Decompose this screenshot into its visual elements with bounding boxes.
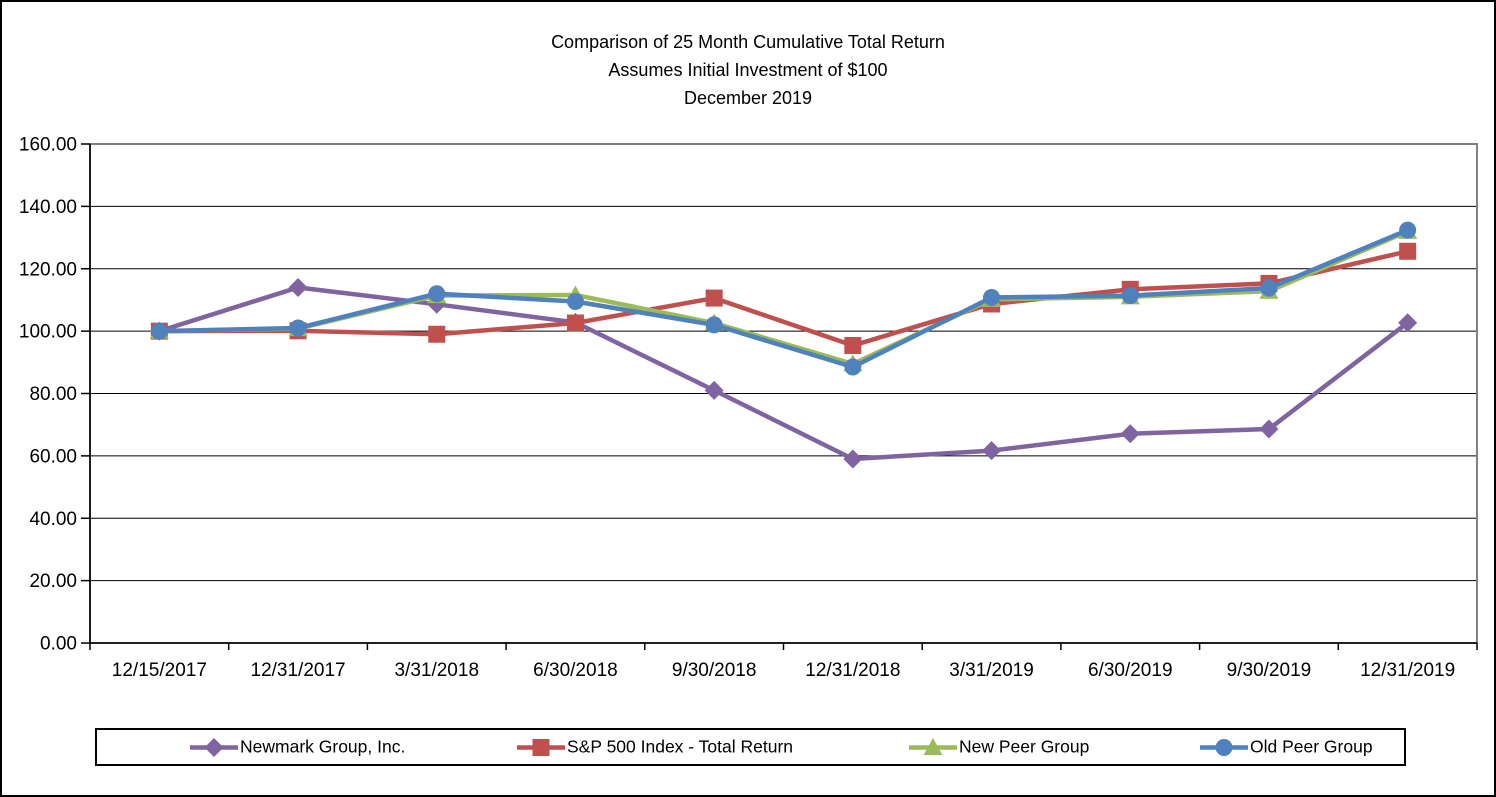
- data-point-marker-old-peer-group: [566, 292, 584, 310]
- data-point-marker-newmark-group-inc: [843, 449, 863, 469]
- data-point-marker-old-peer-group: [844, 358, 862, 376]
- series-new-peer-group: [149, 221, 1418, 372]
- data-point-marker-old-peer-group: [289, 319, 307, 337]
- chart-legend: Newmark Group, Inc. S&P 500 Index - Total…: [95, 728, 1406, 766]
- chart-title-line-2: Assumes Initial Investment of $100: [608, 60, 888, 80]
- data-point-marker-old-peer-group: [1399, 221, 1417, 239]
- x-axis-tick-label: 9/30/2018: [672, 660, 757, 681]
- circle-marker-icon: [1200, 738, 1248, 756]
- y-axis-tick-label: 0.00: [40, 634, 77, 655]
- legend-entry-3: Old Peer Group: [1200, 737, 1373, 758]
- x-axis-tick-label: 12/31/2018: [805, 660, 900, 681]
- x-axis-tick-label: 6/30/2019: [1088, 660, 1173, 681]
- x-axis-tick-label: 3/31/2018: [394, 660, 479, 681]
- data-point-marker-legend: [204, 737, 224, 757]
- diamond-marker-icon: [190, 737, 238, 757]
- data-point-marker-s-p-500-index-total-return: [1399, 242, 1417, 260]
- data-point-marker-newmark-group-inc: [704, 380, 724, 400]
- legend-label: Old Peer Group: [1250, 736, 1373, 757]
- data-point-marker-old-peer-group: [150, 322, 168, 340]
- series-line-s-p-500-index-total-return: [159, 249, 1409, 348]
- data-point-marker-legend: [923, 737, 943, 755]
- square-marker-icon: [517, 738, 565, 756]
- data-point-marker-old-peer-group: [705, 316, 723, 334]
- y-axis-tick-label: 120.00: [19, 259, 77, 280]
- data-point-marker-old-peer-group: [428, 285, 446, 303]
- data-point-marker-s-p-500-index-total-return: [844, 336, 862, 354]
- y-axis-tick-label: 80.00: [29, 384, 77, 405]
- data-point-marker-newmark-group-inc: [1259, 419, 1279, 439]
- y-axis-tick-label: 100.00: [19, 322, 77, 343]
- data-point-marker-old-peer-group: [1121, 287, 1139, 305]
- data-point-marker-s-p-500-index-total-return: [428, 325, 446, 343]
- chart-title-line-1: Comparison of 25 Month Cumulative Total …: [551, 32, 945, 52]
- data-point-marker-s-p-500-index-total-return: [705, 289, 723, 307]
- data-point-marker-s-p-500-index-total-return: [566, 314, 584, 332]
- chart-title: Comparison of 25 Month Cumulative Total …: [2, 28, 1494, 112]
- legend-entry-2: New Peer Group: [909, 737, 1089, 758]
- legend-label: New Peer Group: [959, 736, 1090, 757]
- legend-label: Newmark Group, Inc.: [240, 736, 406, 757]
- y-axis-tick-label: 140.00: [19, 197, 77, 218]
- legend-entry-1: S&P 500 Index - Total Return: [517, 737, 793, 758]
- legend-label: S&P 500 Index - Total Return: [567, 736, 794, 757]
- data-point-marker-newmark-group-inc: [1120, 424, 1140, 444]
- data-point-marker-old-peer-group: [983, 288, 1001, 306]
- y-axis-tick-label: 40.00: [29, 509, 77, 530]
- triangle-marker-icon: [909, 737, 957, 755]
- legend-entry-0: Newmark Group, Inc.: [190, 737, 405, 758]
- data-point-marker-legend: [1215, 738, 1233, 756]
- series-newmark-group-inc: [149, 277, 1418, 469]
- y-axis-tick-label: 60.00: [29, 446, 77, 467]
- x-axis-tick-label: 3/31/2019: [949, 660, 1034, 681]
- data-point-marker-legend: [532, 738, 550, 756]
- data-point-marker-newmark-group-inc: [1398, 313, 1418, 333]
- x-axis-tick-label: 12/31/2017: [251, 660, 346, 681]
- data-point-marker-newmark-group-inc: [982, 441, 1002, 461]
- series-line-newmark-group-inc: [158, 285, 1410, 462]
- series-line-old-peer-group: [159, 228, 1409, 370]
- series-s-p-500-index-total-return: [150, 242, 1417, 354]
- x-axis-tick-label: 12/31/2019: [1360, 660, 1455, 681]
- x-axis-tick-label: 6/30/2018: [533, 660, 618, 681]
- y-axis-tick-label: 160.00: [19, 135, 77, 156]
- x-axis-tick-label: 12/15/2017: [112, 660, 207, 681]
- y-axis-tick-label: 20.00: [29, 571, 77, 592]
- data-point-marker-old-peer-group: [1260, 279, 1278, 297]
- data-point-marker-newmark-group-inc: [288, 277, 308, 297]
- series-old-peer-group: [150, 221, 1417, 376]
- x-axis-tick-label: 9/30/2019: [1227, 660, 1312, 681]
- chart-title-line-3: December 2019: [683, 88, 813, 108]
